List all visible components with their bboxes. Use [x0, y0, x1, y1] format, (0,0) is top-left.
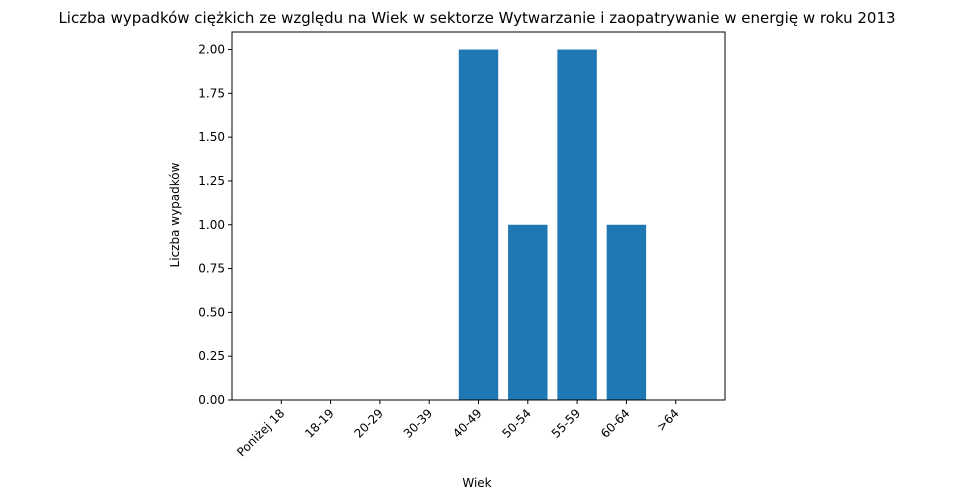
bar-7	[606, 224, 647, 400]
chart-title: Liczba wypadków ciężkich ze względu na W…	[58, 9, 895, 27]
plot-frame	[231, 31, 726, 401]
x-tick-label-4: 40-49	[450, 406, 485, 441]
bar-4	[458, 49, 499, 401]
y-tick-label-6: 1.50	[198, 130, 225, 144]
y-tick-label-4: 1.00	[198, 218, 225, 232]
x-axis-label: Wiek	[462, 476, 491, 490]
y-tick-label-2: 0.50	[198, 305, 225, 319]
bars-group	[458, 49, 647, 401]
x-tick-label-0: Poniżej 18	[234, 406, 287, 459]
x-tick-label-8: >64	[654, 406, 682, 434]
y-tick-label-0: 0.00	[198, 393, 225, 407]
x-tick-label-6: 55-59	[549, 406, 584, 441]
y-tick-label-7: 1.75	[198, 86, 225, 100]
bar-5	[508, 224, 548, 400]
x-tick-label-1: 18-19	[302, 406, 337, 441]
y-axis: 0.00 0.25 0.50 0.75 1.00 1.25 1.50 1.75 2.00	[198, 43, 232, 407]
y-tick-label-5: 1.25	[198, 174, 225, 188]
bar-6	[557, 49, 597, 401]
x-tick-label-5: 50-54	[499, 406, 534, 441]
x-tick-label-7: 60-64	[598, 406, 633, 441]
y-tick-label-8: 2.00	[198, 43, 225, 57]
x-tick-label-2: 20-29	[351, 406, 386, 441]
x-axis: Poniżej 18 18-19 20-29 30-39 40-49 50-54 55-59…	[234, 400, 682, 459]
y-axis-label: Liczba wypadków	[168, 162, 182, 267]
x-tick-label-3: 30-39	[401, 406, 436, 441]
y-tick-label-1: 0.25	[198, 349, 225, 363]
y-tick-label-3: 0.75	[198, 262, 225, 276]
